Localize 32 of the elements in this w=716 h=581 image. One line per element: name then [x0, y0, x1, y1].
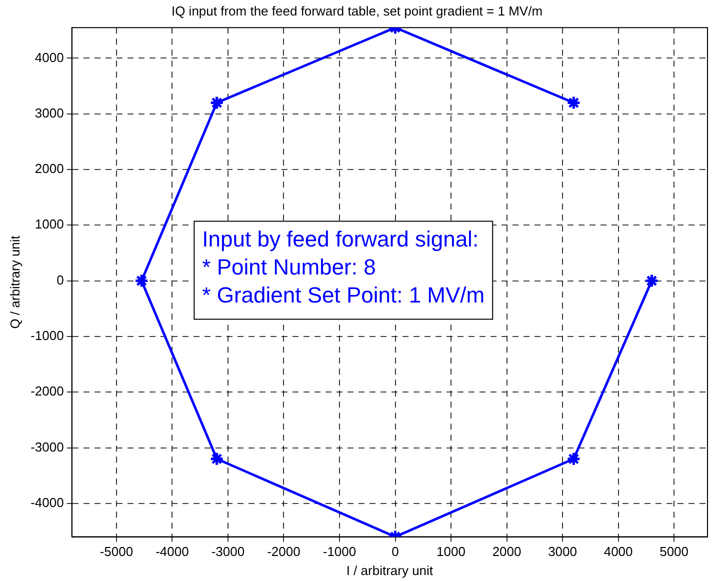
x-axis-title: I / arbitrary unit	[346, 562, 434, 578]
x-tick-label: 3000	[548, 544, 577, 560]
x-tick-label: 4000	[604, 544, 633, 560]
x-tick-label: -1000	[322, 544, 356, 560]
annotation: * Gradient Set Point: 1 MV/m	[202, 282, 485, 308]
y-tick-label: -3000	[30, 439, 64, 454]
y-tick-label: -2000	[30, 384, 64, 399]
point	[210, 452, 224, 466]
x-tick-label: 5000	[660, 544, 689, 560]
y-tick-label: 4000	[34, 50, 64, 65]
annotation: Input by feed forward signal:	[202, 226, 479, 252]
x-tick-label: 2000	[492, 544, 522, 560]
point	[644, 274, 659, 288]
point	[566, 452, 581, 466]
y-tick-label: 2000	[34, 161, 64, 176]
y-tick-label: -1000	[30, 328, 64, 344]
y-tick-label: 0	[56, 272, 64, 288]
point	[566, 95, 581, 110]
x-tick-label: -5000	[100, 544, 134, 560]
x-tick-label: 1000	[436, 544, 466, 560]
chart-title: IQ input from the feed forward table, set point gradient = 1 MV/m	[171, 3, 543, 18]
x-tick-label: -2000	[267, 544, 300, 560]
y-tick-label: 3000	[34, 105, 64, 120]
point	[210, 95, 224, 110]
y-axis-title: Q / arbitrary unit	[7, 235, 22, 329]
y-tick-label: -4000	[30, 494, 64, 510]
y-tick-label: 1000	[34, 216, 64, 232]
annotation: * Point Number: 8	[202, 254, 376, 280]
x-tick-label: 0	[392, 544, 399, 560]
x-tick-label: -3000	[211, 544, 245, 560]
point	[134, 274, 149, 288]
x-tick-label: -4000	[156, 544, 189, 560]
